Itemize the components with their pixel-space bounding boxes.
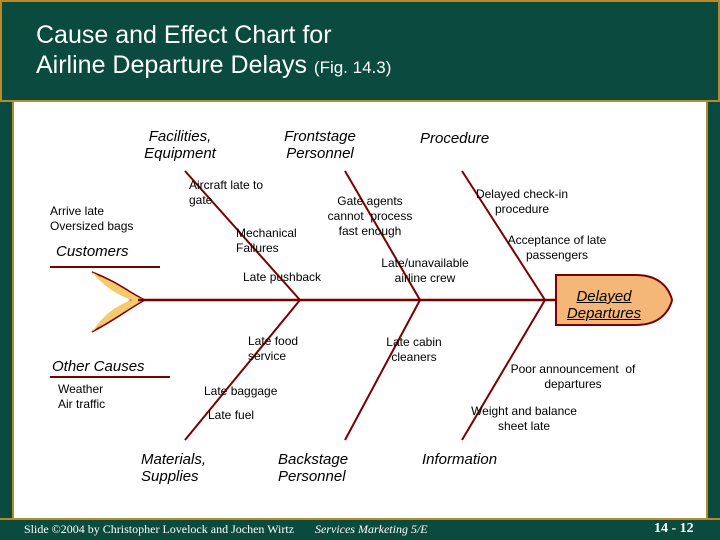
cause-delayed-checkin: Delayed check-in procedure [475, 187, 569, 216]
cause-aircraft-late: Aircraft late to gate [189, 178, 264, 207]
cause-late-passengers: Acceptance of late passengers [507, 233, 607, 262]
cause-arrive-late: Arrive late Oversized bags [50, 204, 134, 233]
cause-weather-traffic: Weather Air traffic [58, 382, 106, 411]
cause-cabin-cleaners: Late cabin cleaners [386, 335, 442, 364]
bone-facilities [184, 170, 301, 301]
category-frontstage: Frontstage Personnel [284, 128, 356, 162]
cause-late-pushback: Late pushback [243, 270, 322, 284]
category-backstage: Backstage Personnel [278, 451, 349, 485]
category-other-causes: Other Causes [52, 358, 145, 375]
fish-head-shape [555, 274, 674, 326]
title-bar-border [0, 0, 720, 102]
customers-underline [50, 240, 160, 268]
cause-late-baggage: Late baggage [204, 384, 278, 398]
cause-mechanical-failures: Mechanical Failures [236, 226, 297, 255]
left-frame-rule [12, 102, 14, 518]
category-procedure: Procedure [420, 130, 490, 147]
title-figure-ref: (Fig. 14.3) [313, 58, 392, 77]
title-main: Airline Departure Delays [36, 51, 307, 79]
cause-poor-announcement: Poor announcement of departures [510, 362, 636, 391]
category-information: Information [422, 451, 498, 468]
right-frame-bar [706, 102, 720, 518]
bone-backstage [344, 299, 421, 441]
bone-materials [184, 299, 301, 441]
footer-page-number: 14 - 12 [654, 521, 694, 536]
category-customers: Customers [56, 243, 129, 260]
title-bar [0, 0, 720, 102]
right-frame-rule [706, 102, 708, 518]
slide-title: Cause and Effect Chart for Airline Depar… [36, 20, 391, 83]
cause-weight-balance: Weight and balance sheet late [471, 404, 577, 433]
cause-gate-agents: Gate agents cannot process fast enough [327, 194, 413, 238]
cause-late-fuel: Late fuel [208, 408, 255, 422]
footer-copyright: Slide ©2004 by Christopher Lovelock and … [24, 522, 295, 536]
bone-frontstage [344, 170, 421, 301]
left-frame-bar [0, 102, 14, 518]
bone-information [461, 299, 546, 441]
footer-bar [0, 518, 720, 540]
cause-late-food: Late food service [248, 334, 299, 363]
effect-delayed-departures: Delayed Departures [566, 288, 642, 322]
category-materials: Materials, Supplies [141, 451, 207, 485]
category-facilities: Facilities, Equipment [144, 128, 216, 162]
other-causes-underline [50, 356, 170, 378]
bone-procedure [461, 170, 546, 301]
title-line-2: Airline Departure Delays (Fig. 14.3) [36, 50, 391, 83]
fish-tail-fill [92, 272, 145, 332]
cause-airline-crew: Late/unavailable airline crew [381, 256, 469, 285]
title-line-1: Cause and Effect Chart for [36, 21, 332, 49]
footer-course: Services Marketing 5/E [315, 522, 428, 536]
